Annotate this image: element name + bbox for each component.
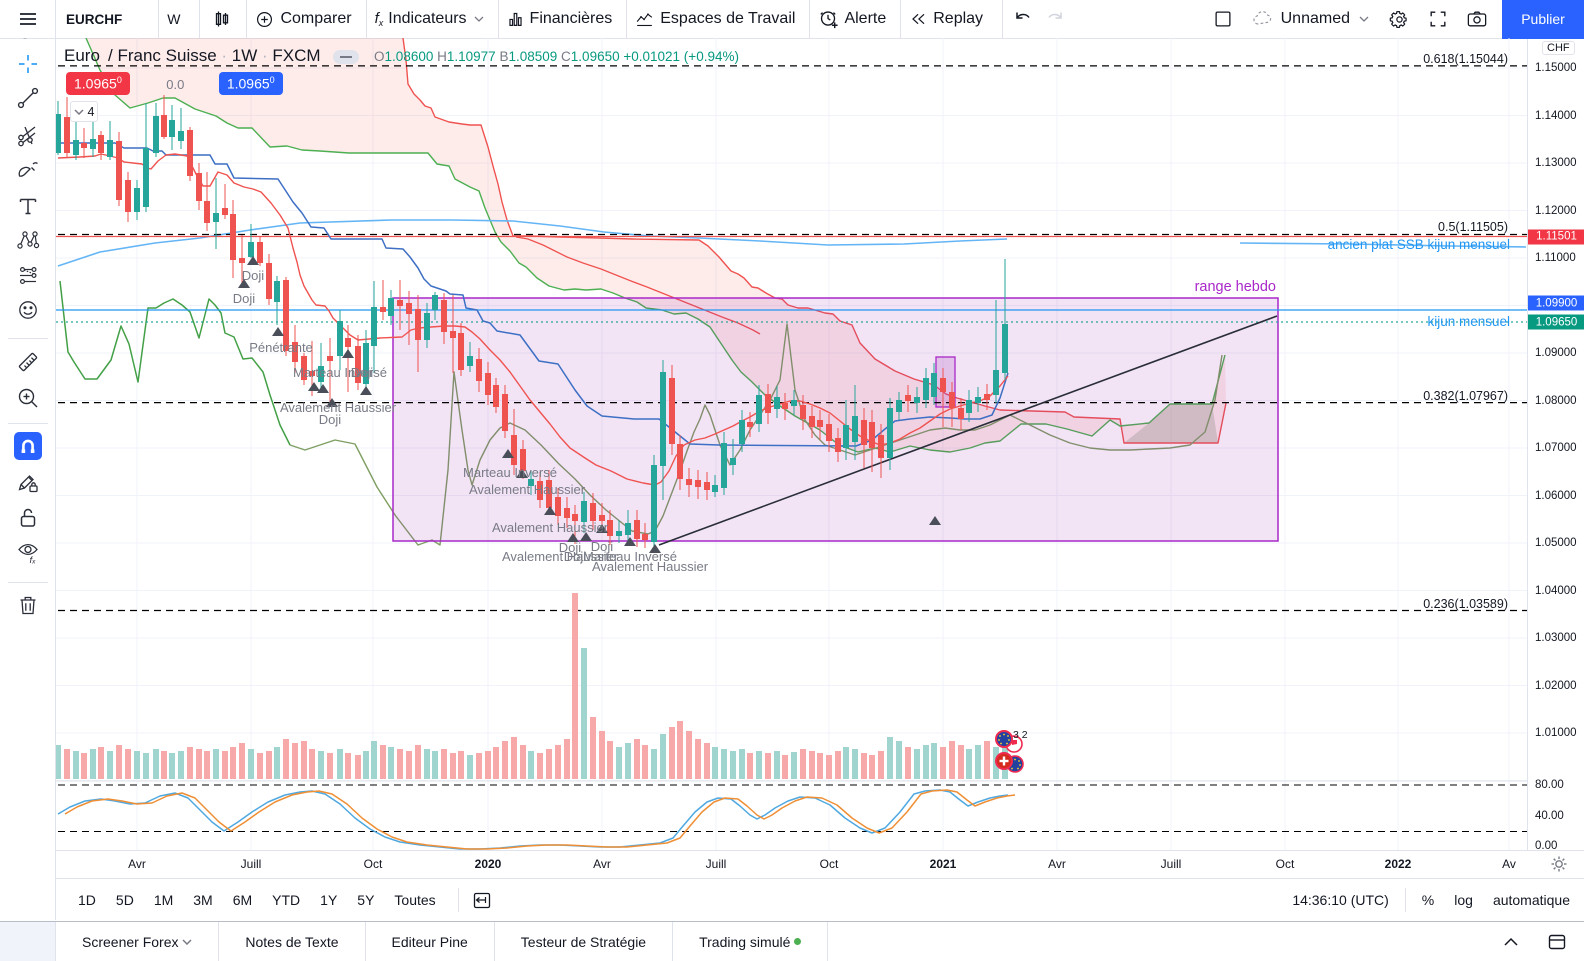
- svg-text:range hebdo: range hebdo: [1195, 279, 1276, 295]
- svg-text:Avalement Haussier: Avalement Haussier: [592, 559, 709, 574]
- svg-text:Doji: Doji: [559, 540, 582, 555]
- svg-text:0.382(1.07967): 0.382(1.07967): [1423, 389, 1508, 403]
- svg-text:Marteau Inversé: Marteau Inversé: [463, 465, 557, 480]
- svg-text:Doji: Doji: [351, 365, 374, 380]
- svg-text:Avalement Haussier: Avalement Haussier: [469, 482, 586, 497]
- svg-text:0.5(1.11505): 0.5(1.11505): [1438, 220, 1508, 234]
- svg-text:Doji: Doji: [233, 291, 256, 306]
- svg-text:Doji: Doji: [319, 412, 342, 427]
- svg-text:Pénétrante: Pénétrante: [249, 340, 313, 355]
- svg-text:Doji: Doji: [564, 549, 587, 564]
- svg-text:3 2: 3 2: [1013, 729, 1028, 741]
- svg-text:Doji: Doji: [242, 268, 265, 283]
- svg-text:Avalement Haussier: Avalement Haussier: [492, 520, 609, 535]
- svg-text:Doji: Doji: [591, 539, 614, 554]
- svg-text:Avalement Haussier: Avalement Haussier: [280, 400, 397, 415]
- svg-text:Marteau Inversé: Marteau Inversé: [293, 365, 387, 380]
- svg-text:0.618(1.15044): 0.618(1.15044): [1423, 52, 1508, 66]
- svg-text:ancien plat SSB kijun mensuel: ancien plat SSB kijun mensuel: [1328, 237, 1510, 252]
- svg-text:kijun mensuel: kijun mensuel: [1427, 314, 1510, 329]
- svg-text:Avalement Haussier: Avalement Haussier: [502, 549, 619, 564]
- svg-text:0.236(1.03589): 0.236(1.03589): [1423, 597, 1508, 611]
- svg-text:fₓ: fₓ: [30, 555, 37, 566]
